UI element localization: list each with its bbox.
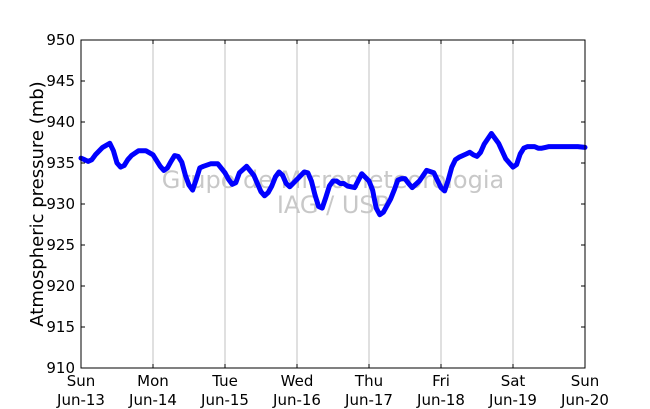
x-tick-label-day: Tue <box>211 372 238 390</box>
x-tick-label-day: Sun <box>571 372 600 390</box>
x-tick-label-date: Jun-20 <box>560 391 609 409</box>
x-tick-label-day: Thu <box>354 372 383 390</box>
y-tick-label: 910 <box>46 359 75 377</box>
watermark-line-2: IAG / USP <box>277 191 389 219</box>
series-layer <box>78 131 588 218</box>
x-tick-label-day: Wed <box>281 372 314 390</box>
x-tick-label-date: Jun-18 <box>416 391 465 409</box>
y-tick-label: 950 <box>46 31 75 49</box>
x-tick-label-date: Jun-16 <box>272 391 321 409</box>
gridlines <box>152 40 514 368</box>
y-tick-label: 915 <box>46 318 75 336</box>
x-tick-label-date: Jun-17 <box>344 391 393 409</box>
x-tick-label-date: Jun-14 <box>128 391 177 409</box>
x-tick-label-day: Sat <box>501 372 526 390</box>
x-tick-label-date: Jun-15 <box>200 391 249 409</box>
y-tick-label: 920 <box>46 277 75 295</box>
y-tick-label: 925 <box>46 236 75 254</box>
x-tick-label-day: Fri <box>432 372 450 390</box>
pressure-series-line <box>78 131 588 218</box>
y-axis-title: Atmospheric pressure (mb) <box>27 81 48 326</box>
x-tick-label-date: Jun-19 <box>488 391 537 409</box>
y-tick-label: 935 <box>46 154 75 172</box>
axis-ticks: SunJun-13MonJun-14TueJun-15WedJun-16ThuJ… <box>46 31 609 409</box>
x-tick-label-day: Sun <box>67 372 96 390</box>
y-tick-label: 945 <box>46 72 75 90</box>
y-tick-label: 930 <box>46 195 75 213</box>
y-tick-label: 940 <box>46 113 75 131</box>
x-tick-label-day: Mon <box>137 372 169 390</box>
x-tick-label-date: Jun-13 <box>56 391 105 409</box>
